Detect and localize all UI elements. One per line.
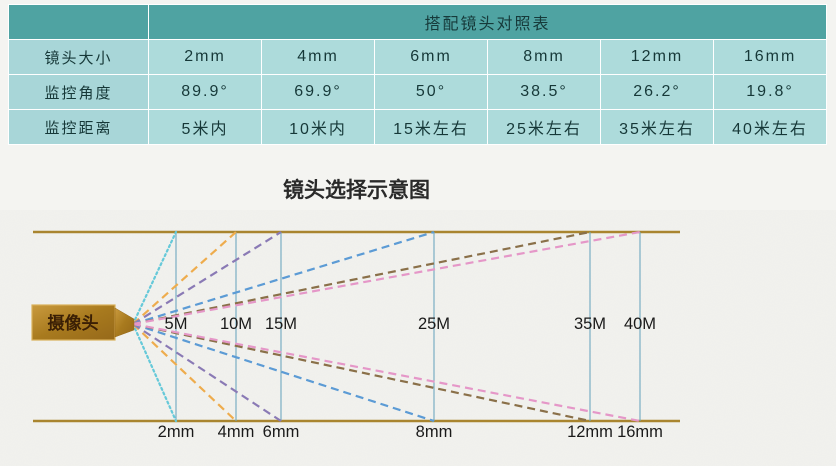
svg-text:6mm: 6mm (263, 423, 300, 441)
svg-text:40M: 40M (624, 315, 656, 333)
svg-text:10M: 10M (220, 315, 252, 333)
svg-text:2mm: 2mm (158, 423, 195, 441)
svg-text:16mm: 16mm (617, 423, 663, 441)
svg-text:25M: 25M (418, 315, 450, 333)
svg-text:35M: 35M (574, 315, 606, 333)
svg-text:15M: 15M (265, 315, 297, 333)
svg-text:8mm: 8mm (416, 423, 453, 441)
svg-text:12mm: 12mm (567, 423, 613, 441)
svg-text:4mm: 4mm (218, 423, 255, 441)
svg-text:摄像头: 摄像头 (48, 313, 99, 333)
svg-text:5M: 5M (165, 315, 188, 333)
